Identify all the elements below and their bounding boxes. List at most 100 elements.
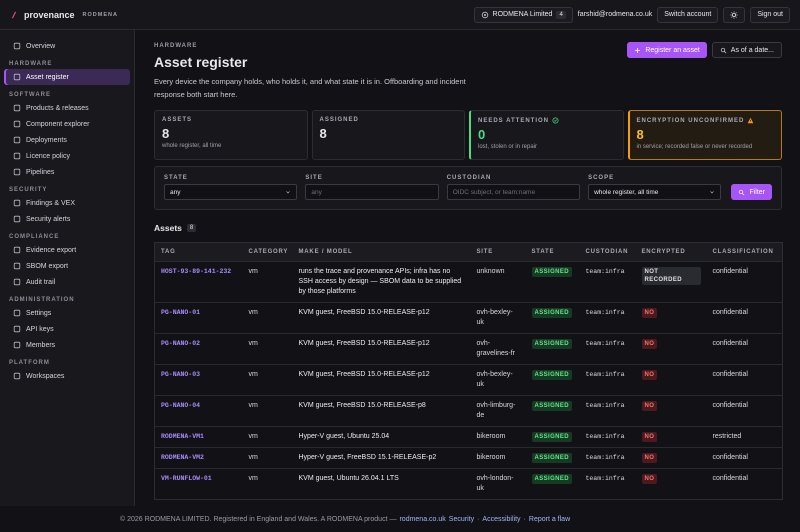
cell: RODMENA-VM2 [154, 447, 243, 469]
custodian: team:infra [585, 433, 625, 440]
filter-select[interactable]: any [164, 184, 298, 200]
filter-label: CUSTODIAN [446, 175, 492, 181]
org-switcher[interactable]: RODMENA Limited 4 [473, 6, 573, 23]
encryption-badge: NO [641, 474, 658, 484]
nav-label: API keys [26, 325, 54, 333]
stat-value: 8 [162, 126, 170, 141]
asset-tag[interactable]: PG-NANO-04 [161, 402, 201, 409]
column-header: TAG [154, 242, 243, 262]
switch-account[interactable]: Switch account [657, 6, 719, 23]
nav-label: Pipelines [26, 168, 55, 176]
nav-item[interactable]: Workspaces [4, 368, 130, 384]
footer-link[interactable]: Security [448, 515, 475, 523]
theme-toggle[interactable] [723, 6, 746, 23]
cell: confidential [706, 468, 783, 500]
asset-tag[interactable]: PG-NANO-01 [161, 309, 201, 316]
icon [13, 325, 21, 333]
stat-label: ENCRYPTION UNCONFIRMED [637, 117, 775, 124]
nav-item[interactable]: Licence policy [4, 148, 130, 164]
cell: NO [635, 302, 707, 334]
state-badge: ASSIGNED [531, 370, 573, 380]
org-count: 4 [556, 10, 566, 19]
asset-tag[interactable]: PG-NANO-02 [161, 340, 201, 347]
nav-item[interactable]: SBOM export [4, 258, 130, 274]
custodian: team:infra [585, 402, 625, 409]
asset-tag[interactable]: RODMENA-VM2 [161, 454, 204, 461]
filter-label: SITE [305, 175, 323, 181]
icon [13, 42, 21, 50]
column-header: MAKE / MODEL [292, 242, 471, 262]
asset-tag[interactable]: HOST-93-89-141-232 [161, 268, 232, 275]
footer-separator: · [523, 515, 526, 523]
footer-link[interactable]: rodmena.co.uk [399, 515, 446, 523]
nav-item[interactable]: Settings [4, 305, 130, 321]
cell: bikeroom [470, 426, 526, 448]
cell: runs the trace and provenance APIs; infr… [292, 261, 471, 303]
nav-item[interactable]: Component explorer [4, 116, 130, 132]
cell: NO [635, 395, 707, 427]
asset-tag[interactable]: VM-RUNFLOW-01 [161, 475, 212, 482]
filter-label: STATE [164, 175, 188, 181]
sidebar: Overview HARDWARE Asset register SOFTWARE Pr… [0, 30, 135, 506]
action-button[interactable]: As of a date... [711, 42, 782, 58]
asset-tag[interactable]: PG-NANO-03 [161, 371, 201, 378]
cell: KVM guest, FreeBSD 15.0-RELEASE-p12 [292, 364, 471, 396]
nav-item[interactable]: Evidence export [4, 242, 130, 258]
column-header: CUSTODIAN [579, 242, 636, 262]
nav-label: Deployments [26, 136, 67, 144]
asset-tag[interactable]: RODMENA-VM1 [161, 433, 204, 440]
state-badge: ASSIGNED [531, 453, 573, 463]
nav-item[interactable]: Products & releases [4, 100, 130, 116]
org-name: RODMENA [82, 11, 118, 18]
footer-link[interactable]: Report a flaw [528, 515, 571, 523]
nav-item[interactable]: Asset register [4, 69, 130, 85]
encryption-badge: NO [641, 453, 658, 463]
icon [747, 117, 754, 124]
footer-link[interactable]: Accessibility [482, 515, 521, 523]
cell: PG-NANO-04 [154, 395, 243, 427]
header-actions: RODMENA Limited 4 farshid@rodmena.co.uk Swi… [473, 6, 790, 23]
nav-item[interactable]: Audit trail [4, 274, 130, 290]
cell: vm [242, 302, 293, 334]
asset-row: RODMENA-VM1 vm Hyper-V guest, Ubuntu 25.04… [154, 426, 783, 448]
filter-input[interactable]: any [305, 184, 439, 200]
nav-item[interactable]: Findings & VEX [4, 195, 130, 211]
nav-item[interactable]: API keys [4, 321, 130, 337]
sign-out[interactable]: Sign out [750, 6, 790, 23]
column-header: CLASSIFICATION [706, 242, 783, 262]
custodian: team:infra [585, 371, 625, 378]
asset-row: RODMENA-VM2 vm Hyper-V guest, FreeBSD 15.1… [154, 447, 783, 469]
action-button[interactable]: Register an asset [627, 42, 707, 58]
footer-text: © 2026 RODMENA LIMITED. Registered in En… [120, 515, 397, 523]
nav-item[interactable]: Pipelines [4, 164, 130, 180]
cell: ovh-london-uk [470, 468, 526, 500]
icon [739, 189, 745, 195]
cell: ASSIGNED [525, 302, 580, 334]
custodian: team:infra [585, 340, 625, 347]
icon [13, 104, 21, 112]
page-title: Asset register [154, 54, 248, 70]
nav-label: Asset register [26, 73, 69, 81]
cell: vm [242, 395, 293, 427]
filter-input[interactable]: OIDC subject, or team:name [446, 184, 581, 200]
column-header: ENCRYPTED [635, 242, 707, 262]
icon [710, 191, 715, 194]
nav-item[interactable]: Deployments [4, 132, 130, 148]
nav-item[interactable]: Security alerts [4, 211, 130, 227]
nav-label: Component explorer [26, 120, 90, 128]
eyebrow: HARDWARE [154, 43, 198, 49]
custodian: team:infra [585, 309, 625, 316]
cell: KVM guest, Ubuntu 26.04.1 LTS [292, 468, 471, 500]
encryption-badge: NO [641, 432, 658, 442]
cell: vm [242, 468, 293, 500]
nav-label: Overview [26, 42, 56, 50]
filter-button[interactable]: Filter [731, 184, 772, 200]
cell: ovh-bexley-uk [470, 302, 526, 334]
nav-item[interactable]: Overview [4, 38, 130, 54]
cell: team:infra [579, 447, 636, 469]
cell: vm [242, 261, 293, 303]
filter-select[interactable]: whole register, all time [588, 184, 722, 200]
cell: bikeroom [470, 447, 526, 469]
state-badge: ASSIGNED [531, 474, 573, 484]
nav-item[interactable]: Members [4, 337, 130, 353]
